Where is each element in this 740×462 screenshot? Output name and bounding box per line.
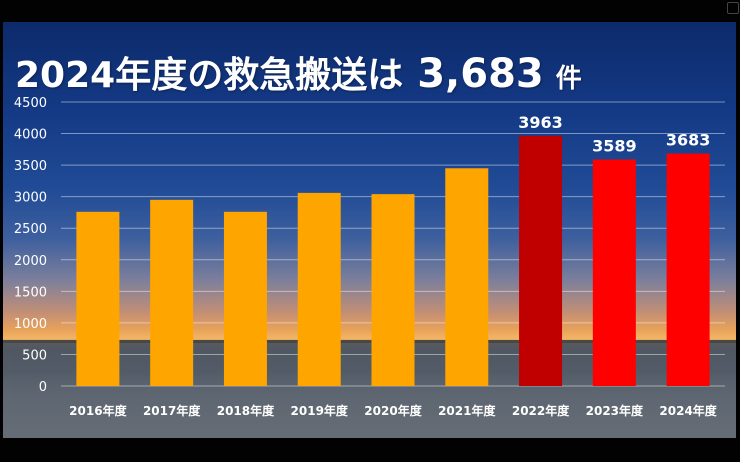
bar <box>297 192 341 386</box>
y-tick-label: 4000 <box>14 128 47 143</box>
x-tick-label: 2016年度 <box>69 403 127 418</box>
y-tick-label: 2000 <box>14 254 47 269</box>
title-text: 2024年度の救急搬送は <box>15 55 404 96</box>
bar-chart: 0 500 1000 1500 2000 2500 3000 3500 4000 4500 2016… <box>14 96 725 418</box>
x-tick-label: 2023年度 <box>586 403 644 418</box>
slide-title: 2024年度の救急搬送は 3,683 件 <box>15 46 582 106</box>
y-tick-label: 500 <box>22 348 47 363</box>
y-tick-label: 0 <box>39 380 47 395</box>
x-tick-label: 2020年度 <box>364 403 422 418</box>
title-number: 3,683 <box>417 51 544 97</box>
y-tick-label: 4500 <box>14 96 47 111</box>
data-label: 3683 <box>666 131 711 150</box>
x-tick-label: 2022年度 <box>512 403 570 418</box>
bar <box>445 168 489 386</box>
x-tick-label: 2019年度 <box>291 403 349 418</box>
y-tick-label: 1000 <box>14 317 47 332</box>
title-unit: 件 <box>555 64 582 94</box>
bar <box>150 199 194 386</box>
y-tick-label: 3500 <box>14 159 47 174</box>
bar <box>223 211 267 386</box>
horizon-line <box>3 340 736 343</box>
bar <box>592 159 636 386</box>
x-tick-label: 2024年度 <box>659 403 717 418</box>
y-tick-label: 1500 <box>14 285 47 300</box>
bar <box>371 194 415 386</box>
bar <box>666 153 710 386</box>
x-tick-label: 2021年度 <box>438 403 496 418</box>
x-tick-label: 2017年度 <box>143 403 201 418</box>
bar <box>519 135 563 386</box>
y-tick-label: 2500 <box>14 222 47 237</box>
corner-indicator-icon <box>727 2 739 14</box>
bar <box>76 211 120 386</box>
slide: 2024年度の救急搬送は 3,683 件 0 500 1000 1500 2000 250… <box>3 22 736 438</box>
y-tick-label: 3000 <box>14 191 47 206</box>
data-label: 3589 <box>592 136 637 155</box>
x-tick-label: 2018年度 <box>217 403 275 418</box>
data-label: 3963 <box>518 113 563 132</box>
